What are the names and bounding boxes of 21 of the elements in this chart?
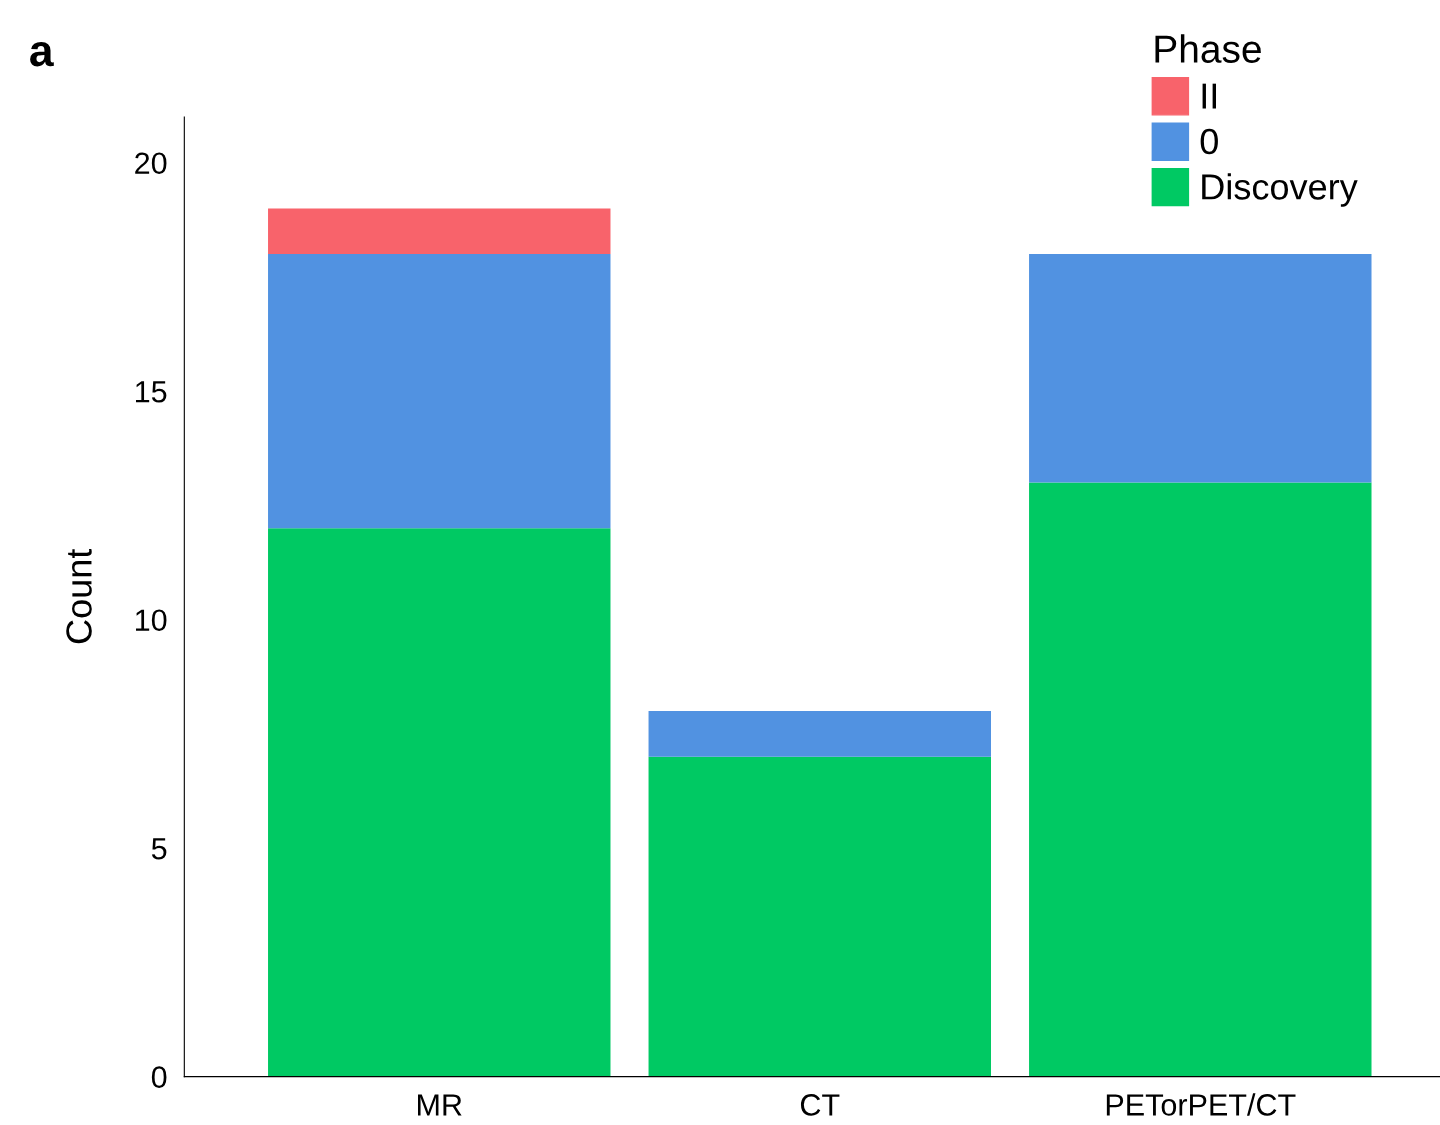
- bar: [1029, 254, 1372, 483]
- x-tick-label: CT: [800, 1094, 840, 1116]
- y-tick-label: 5: [151, 838, 167, 860]
- y-tick-label: 10: [136, 609, 167, 632]
- x-tick-label: PETorPET/CT: [1106, 1093, 1296, 1116]
- bar: [1029, 482, 1372, 1077]
- legend-title: Phase: [1155, 34, 1261, 63]
- bar: [268, 528, 611, 1077]
- legend-label: Discovery: [1202, 173, 1358, 207]
- y-axis-title: Count: [66, 548, 92, 644]
- y-tick-label: 15: [136, 381, 167, 403]
- bar: [268, 254, 611, 529]
- bar: [648, 711, 991, 757]
- legend-label: II: [1202, 83, 1216, 109]
- bar: [648, 756, 991, 1077]
- legend-label: 0: [1200, 128, 1218, 155]
- bar: [268, 208, 611, 255]
- y-tick-label: 0: [151, 1066, 167, 1088]
- text: a: [30, 42, 54, 67]
- x-tick-label: MR: [418, 1094, 462, 1116]
- y-tick-label: 20: [135, 152, 167, 175]
